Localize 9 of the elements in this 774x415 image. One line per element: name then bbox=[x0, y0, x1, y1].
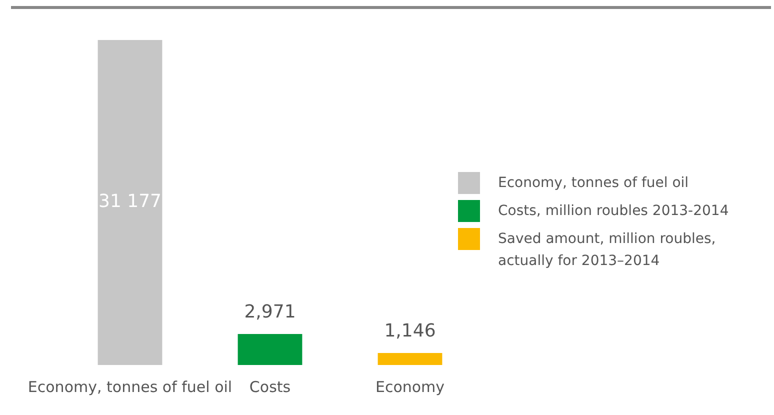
legend-label: Economy, tonnes of fuel oil bbox=[498, 174, 689, 193]
legend-label: Saved amount, million roubles, actually for 2013–2014 bbox=[498, 230, 717, 271]
data-label: 31 177 bbox=[98, 191, 162, 212]
x-tick-label: Costs bbox=[249, 378, 291, 396]
x-tick-label: Economy bbox=[375, 378, 445, 396]
data-label: 2,971 bbox=[244, 302, 296, 323]
x-tick-label: Economy, tonnes of fuel oil bbox=[28, 378, 232, 396]
legend-label: Costs, million roubles 2013-2014 bbox=[498, 202, 729, 221]
data-label: 1,146 bbox=[384, 320, 436, 342]
